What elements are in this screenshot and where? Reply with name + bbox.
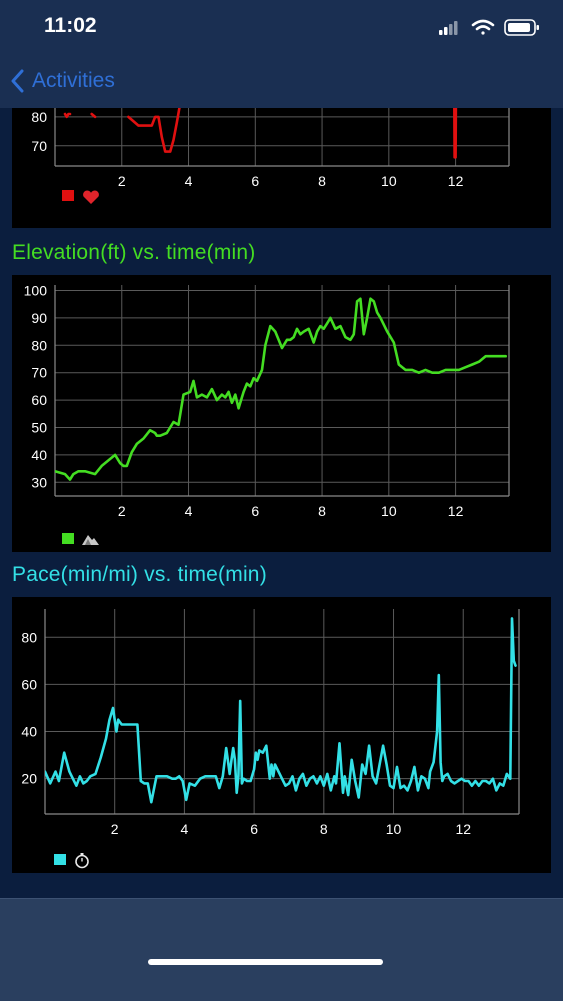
elevation-y-tick-label: 100 xyxy=(24,282,48,298)
activity-charts-scroll[interactable]: 80 70 2 4 6 8 10 12 Elevation(ft) vs. time(min)… xyxy=(0,108,563,898)
elevation-y-tick-label: 50 xyxy=(31,419,47,435)
hr-series-line xyxy=(63,112,72,119)
heart-rate-chart: 80 70 2 4 6 8 10 12 xyxy=(31,108,510,204)
pace-x-tick-label: 10 xyxy=(386,821,402,837)
hr-x-tick-label: 8 xyxy=(318,173,326,189)
elevation-chart-card: 100 90 80 70 60 50 40 30 2 4 6 8 10 12 xyxy=(12,275,551,552)
pace-y-tick-label: 80 xyxy=(21,629,37,645)
elevation-x-tick-label: 6 xyxy=(251,503,259,519)
elevation-series-line xyxy=(55,297,508,481)
pace-x-tick-label: 12 xyxy=(455,821,471,837)
pace-x-tick-label: 2 xyxy=(111,821,119,837)
hr-series-line xyxy=(453,108,458,159)
back-button[interactable]: Activities xyxy=(10,66,115,96)
hr-x-tick-label: 10 xyxy=(381,173,397,189)
pace-legend xyxy=(54,853,89,869)
pace-chart-title: Pace(min/mi) vs. time(min) xyxy=(12,563,267,586)
hr-x-tick-label: 2 xyxy=(118,173,126,189)
elevation-y-tick-label: 30 xyxy=(31,474,47,490)
status-bar: 11:02 xyxy=(0,0,563,56)
pace-y-tick-label: 40 xyxy=(21,724,37,740)
heart-icon xyxy=(83,190,99,204)
status-time: 11:02 xyxy=(44,14,97,37)
bottom-bar xyxy=(0,898,563,1001)
wifi-icon xyxy=(471,19,495,35)
battery-icon xyxy=(504,19,539,36)
status-icons xyxy=(433,16,543,40)
hr-series-line xyxy=(127,108,181,153)
hr-x-tick-label: 4 xyxy=(185,173,193,189)
hr-y-tick-label: 70 xyxy=(31,138,47,154)
hr-series-group xyxy=(63,108,458,159)
elevation-y-tick-label: 40 xyxy=(31,447,47,463)
hr-x-tick-label: 6 xyxy=(251,173,259,189)
home-indicator[interactable] xyxy=(148,959,383,965)
hr-legend xyxy=(62,190,99,204)
hr-x-tick-label: 12 xyxy=(448,173,464,189)
pace-series-group xyxy=(45,617,517,804)
elevation-y-tick-label: 80 xyxy=(31,337,47,353)
pace-x-tick-label: 6 xyxy=(250,821,258,837)
elevation-grid xyxy=(54,285,510,497)
elevation-x-tick-label: 12 xyxy=(448,503,464,519)
pace-y-tick-label: 60 xyxy=(21,676,37,692)
navigation-bar: Activities xyxy=(0,56,563,108)
elevation-legend xyxy=(62,533,99,545)
pace-legend-swatch xyxy=(54,854,66,865)
elevation-x-tick-label: 2 xyxy=(118,503,126,519)
hr-y-tick-label: 80 xyxy=(31,109,47,125)
elevation-x-tick-label: 8 xyxy=(318,503,326,519)
pace-y-tick-label: 20 xyxy=(21,771,37,787)
pace-x-tick-label: 8 xyxy=(320,821,328,837)
hr-series-line xyxy=(90,112,97,119)
elevation-chart-title: Elevation(ft) vs. time(min) xyxy=(12,241,256,264)
elevation-legend-swatch xyxy=(62,533,74,544)
pace-chart: 80 60 40 20 2 4 6 8 10 12 xyxy=(21,609,520,869)
heart-rate-chart-card: 80 70 2 4 6 8 10 12 xyxy=(12,108,551,228)
elevation-y-tick-label: 60 xyxy=(31,392,47,408)
hr-grid xyxy=(54,108,510,167)
stopwatch-icon xyxy=(75,853,89,869)
elevation-series-group xyxy=(55,297,508,481)
elevation-chart: 100 90 80 70 60 50 40 30 2 4 6 8 10 12 xyxy=(24,282,510,545)
mountain-icon xyxy=(82,535,99,545)
pace-x-tick-label: 4 xyxy=(181,821,189,837)
elevation-y-tick-label: 70 xyxy=(31,365,47,381)
pace-chart-card: 80 60 40 20 2 4 6 8 10 12 xyxy=(12,597,551,873)
elevation-y-tick-label: 90 xyxy=(31,310,47,326)
pace-series-line xyxy=(45,617,517,804)
elevation-x-tick-label: 4 xyxy=(185,503,193,519)
pace-grid xyxy=(44,609,520,815)
elevation-x-tick-label: 10 xyxy=(381,503,397,519)
cellular-signal-icon xyxy=(439,21,458,35)
chevron-left-icon xyxy=(11,69,24,93)
hr-legend-swatch xyxy=(62,190,74,201)
back-button-label: Activities xyxy=(32,69,115,92)
